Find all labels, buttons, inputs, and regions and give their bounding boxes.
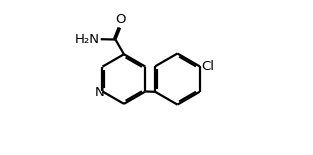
Text: H₂N: H₂N xyxy=(75,33,100,46)
Text: O: O xyxy=(115,13,126,26)
Text: Cl: Cl xyxy=(201,60,214,73)
Text: N: N xyxy=(95,86,105,99)
